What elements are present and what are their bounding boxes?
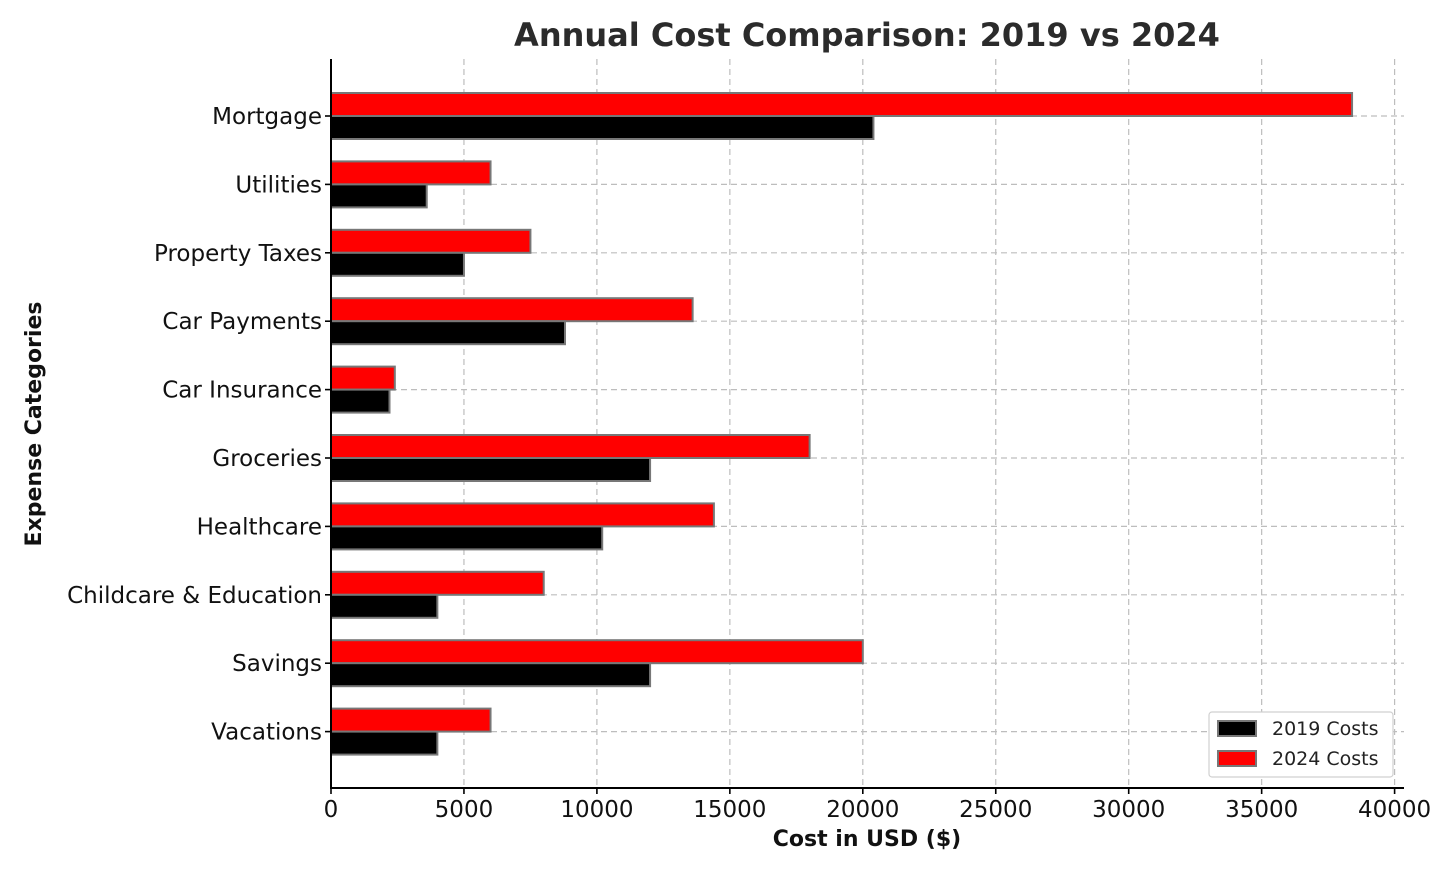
legend-swatch xyxy=(1217,750,1257,767)
y-tick-label: Healthcare xyxy=(197,514,322,540)
y-axis-title: Expense Categories xyxy=(22,302,47,547)
legend-label: 2024 Costs xyxy=(1272,748,1379,770)
y-tick-label: Vacations xyxy=(211,720,322,746)
y-tick-label: Groceries xyxy=(212,446,322,472)
legend-swatch xyxy=(1217,720,1257,737)
y-tick-label: Childcare & Education xyxy=(67,583,322,609)
x-tick-label: 0 xyxy=(324,797,339,823)
bar-2019 xyxy=(330,662,652,688)
y-tick-label: Mortgage xyxy=(212,104,322,130)
bar-2024 xyxy=(330,228,532,254)
x-tick-label: 40000 xyxy=(1358,797,1431,823)
x-tick-label: 5000 xyxy=(435,797,494,823)
x-ticks: 0 5000 10000 15000 20000 25000 30000 35000 40000 xyxy=(324,788,1431,823)
axes xyxy=(330,59,1404,789)
chart-title: Annual Cost Comparison: 2019 vs 2024 xyxy=(514,16,1220,54)
bar-2024 xyxy=(330,502,715,528)
y-tick-label: Property Taxes xyxy=(154,241,322,267)
legend: 2019 Costs 2024 Costs xyxy=(1208,711,1394,778)
y-tick-label: Utilities xyxy=(235,172,322,198)
bar-2019 xyxy=(330,525,604,551)
bar-2019 xyxy=(330,183,428,209)
bar-2019 xyxy=(330,457,652,482)
bar-2019 xyxy=(330,593,439,619)
bar-2024 xyxy=(330,434,811,459)
x-tick-label: 10000 xyxy=(560,797,633,823)
x-tick-label: 15000 xyxy=(693,797,766,823)
bar-2024 xyxy=(330,639,864,665)
x-tick-label: 20000 xyxy=(826,797,899,823)
bar-2019 xyxy=(330,730,439,756)
bar-2019 xyxy=(330,115,875,140)
x-tick-label: 25000 xyxy=(959,797,1032,823)
x-axis-title: Cost in USD ($) xyxy=(773,827,961,852)
bar-2024 xyxy=(330,570,545,596)
bar-2019 xyxy=(330,320,566,346)
x-tick-label: 35000 xyxy=(1225,797,1298,823)
bar-2024 xyxy=(330,707,492,733)
bar-2019 xyxy=(330,388,391,414)
bar-2019 xyxy=(330,251,465,277)
bar-2024 xyxy=(330,160,492,186)
bar-2024 xyxy=(330,92,1354,117)
bar-2024 xyxy=(330,297,694,323)
bars xyxy=(330,92,1354,756)
x-tick-label: 30000 xyxy=(1092,797,1165,823)
bar-2024 xyxy=(330,365,396,391)
legend-label: 2019 Costs xyxy=(1272,718,1379,740)
y-tick-label: Savings xyxy=(232,651,322,677)
y-category-labels: Mortgage Utilities Property Taxes Car Payme… xyxy=(67,104,331,746)
y-tick-label: Car Payments xyxy=(162,309,322,335)
y-tick-label: Car Insurance xyxy=(162,378,322,404)
